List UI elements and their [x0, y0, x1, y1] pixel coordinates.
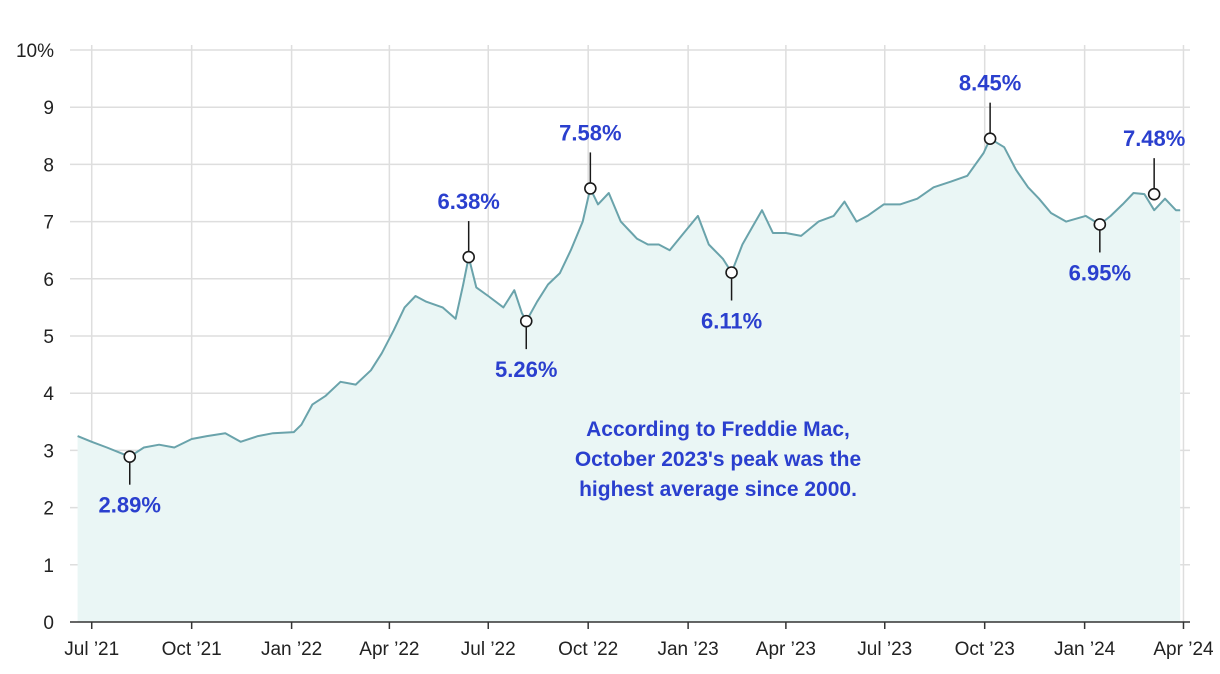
x-tick-label: Jul ’23 [857, 639, 912, 660]
annotation-label: 2.89% [99, 493, 161, 518]
y-tick-label: 0 [43, 613, 54, 634]
y-tick-label: 3 [43, 441, 54, 462]
annotation-marker [519, 314, 533, 328]
x-tick-label: Oct ’21 [162, 639, 222, 660]
x-axis: Jul ’21 Oct ’21 Jan ’22 Apr ’22 Jul ’22 Oct ’… [64, 622, 1214, 660]
x-tick-label: Jan ’23 [657, 639, 718, 660]
x-tick-label: Apr ’23 [756, 639, 816, 660]
y-tick-label: 10% [16, 41, 54, 62]
annotation-marker [1093, 218, 1107, 231]
annotation-marker [584, 182, 597, 195]
y-tick-label: 6 [43, 270, 54, 291]
y-axis: 0 1 2 3 4 5 6 7 8 9 10% [16, 41, 54, 634]
annotation-label: 6.11% [701, 309, 762, 334]
y-tick-label: 8 [43, 155, 54, 176]
y-tick-label: 5 [43, 327, 54, 348]
freddie-mac-note: According to Freddie Mac, October 2023's … [575, 418, 861, 501]
annotation-label: 7.58% [559, 120, 621, 145]
x-tick-label: Jan ’22 [261, 639, 322, 660]
x-tick-label: Jul ’21 [64, 639, 119, 660]
annotations: 2.89% 6.38% 5.26% 7.58% 6.11% 8.45% 6.95% 7.48% [99, 71, 1186, 518]
annotation-label: 8.45% [959, 71, 1021, 96]
y-tick-label: 2 [43, 499, 54, 520]
note-line: October 2023's peak was the [575, 448, 861, 471]
annotation-marker [983, 132, 997, 145]
x-tick-label: Jan ’24 [1054, 639, 1116, 660]
x-tick-label: Jul ’22 [461, 639, 516, 660]
x-tick-label: Apr ’22 [359, 639, 419, 660]
annotation-marker [725, 266, 738, 279]
annotation-marker [1147, 187, 1161, 201]
annotation-marker [462, 250, 475, 264]
annotation-label: 5.26% [495, 357, 557, 382]
x-tick-label: Apr ’24 [1153, 639, 1214, 660]
y-tick-label: 4 [43, 384, 54, 405]
annotation-label: 7.48% [1123, 126, 1185, 151]
x-tick-label: Oct ’23 [955, 639, 1015, 660]
x-tick-label: Oct ’22 [558, 639, 618, 660]
area-fill [77, 138, 1181, 622]
y-tick-label: 1 [43, 556, 54, 577]
note-line: According to Freddie Mac, [586, 418, 850, 441]
annotation-label: 6.95% [1069, 260, 1131, 285]
note-line: highest average since 2000. [579, 478, 857, 501]
annotation-marker [123, 450, 137, 463]
rate-line [77, 137, 1181, 458]
y-tick-label: 9 [43, 98, 54, 119]
annotation-label: 6.38% [437, 189, 499, 214]
y-tick-label: 7 [43, 213, 54, 234]
